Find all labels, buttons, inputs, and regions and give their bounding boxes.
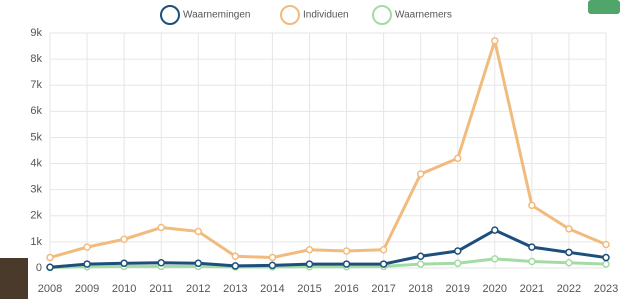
x-tick-label: 2016 (334, 283, 358, 295)
point (566, 249, 572, 255)
x-tick-label: 2015 (297, 283, 321, 295)
point (269, 262, 275, 268)
point (492, 38, 498, 44)
y-tick-label: 5k (30, 131, 42, 143)
y-tick-label: 4k (30, 157, 42, 169)
point (381, 247, 387, 253)
point (529, 244, 535, 250)
point (344, 248, 350, 254)
legend-item: Waarnemingen (183, 10, 250, 21)
point (492, 227, 498, 233)
point (418, 261, 424, 267)
y-tick-label: 0 (36, 262, 42, 274)
y-tick-label: 2k (30, 210, 42, 222)
point (121, 236, 127, 242)
point (418, 171, 424, 177)
point (47, 264, 53, 270)
x-tick-label: 2018 (408, 283, 432, 295)
x-tick-label: 2008 (38, 283, 62, 295)
point (455, 248, 461, 254)
point (269, 255, 275, 261)
button-fragment (588, 0, 620, 14)
legend-item: Individuen (303, 10, 349, 21)
x-tick-label: 2021 (520, 283, 544, 295)
y-tick-label: 6k (30, 105, 42, 117)
line (50, 41, 606, 258)
point (566, 260, 572, 266)
point (418, 253, 424, 259)
point (455, 260, 461, 266)
point (455, 155, 461, 161)
x-tick-label: 2022 (557, 283, 581, 295)
point (306, 261, 312, 267)
y-tick-label: 8k (30, 53, 42, 65)
y-tick-label: 1k (30, 236, 42, 248)
point (381, 261, 387, 267)
point (344, 261, 350, 267)
x-tick-label: 2010 (112, 283, 136, 295)
x-tick-label: 2013 (223, 283, 247, 295)
point (84, 261, 90, 267)
x-tick-label: 2020 (483, 283, 507, 295)
point (566, 226, 572, 232)
point (158, 260, 164, 266)
point (195, 228, 201, 234)
page: {"chart_data": {"type": "line", "categor… (0, 0, 620, 299)
x-tick-label: 2009 (75, 283, 99, 295)
legend-item: Waarnemers (395, 10, 452, 21)
point (603, 242, 609, 248)
x-tick-label: 2014 (260, 283, 284, 295)
x-tick-label: 2012 (186, 283, 210, 295)
y-tick-label: 9k (30, 27, 42, 39)
point (306, 247, 312, 253)
point (84, 244, 90, 250)
point (47, 255, 53, 261)
point (529, 258, 535, 264)
x-tick-label: 2011 (149, 283, 173, 295)
x-tick-label: 2019 (445, 283, 469, 295)
point (603, 261, 609, 267)
chart: 0 1k 2k 3k 4k 5k 6k 7k 8k 9k 2008 2009 2010 2011 2012 2… (0, 0, 620, 299)
point (232, 263, 238, 269)
legend-swatch (281, 6, 299, 24)
point (195, 260, 201, 266)
y-tick-label: 7k (30, 79, 42, 91)
y-tick-label: 3k (30, 184, 42, 196)
x-tick-label: 2023 (594, 283, 618, 295)
point (232, 253, 238, 259)
point (492, 256, 498, 262)
point (121, 260, 127, 266)
legend-swatch (373, 6, 391, 24)
point (529, 202, 535, 208)
photo-fragment (0, 258, 28, 299)
legend-swatch (161, 6, 179, 24)
x-tick-label: 2017 (371, 283, 395, 295)
point (603, 255, 609, 261)
point (158, 225, 164, 231)
